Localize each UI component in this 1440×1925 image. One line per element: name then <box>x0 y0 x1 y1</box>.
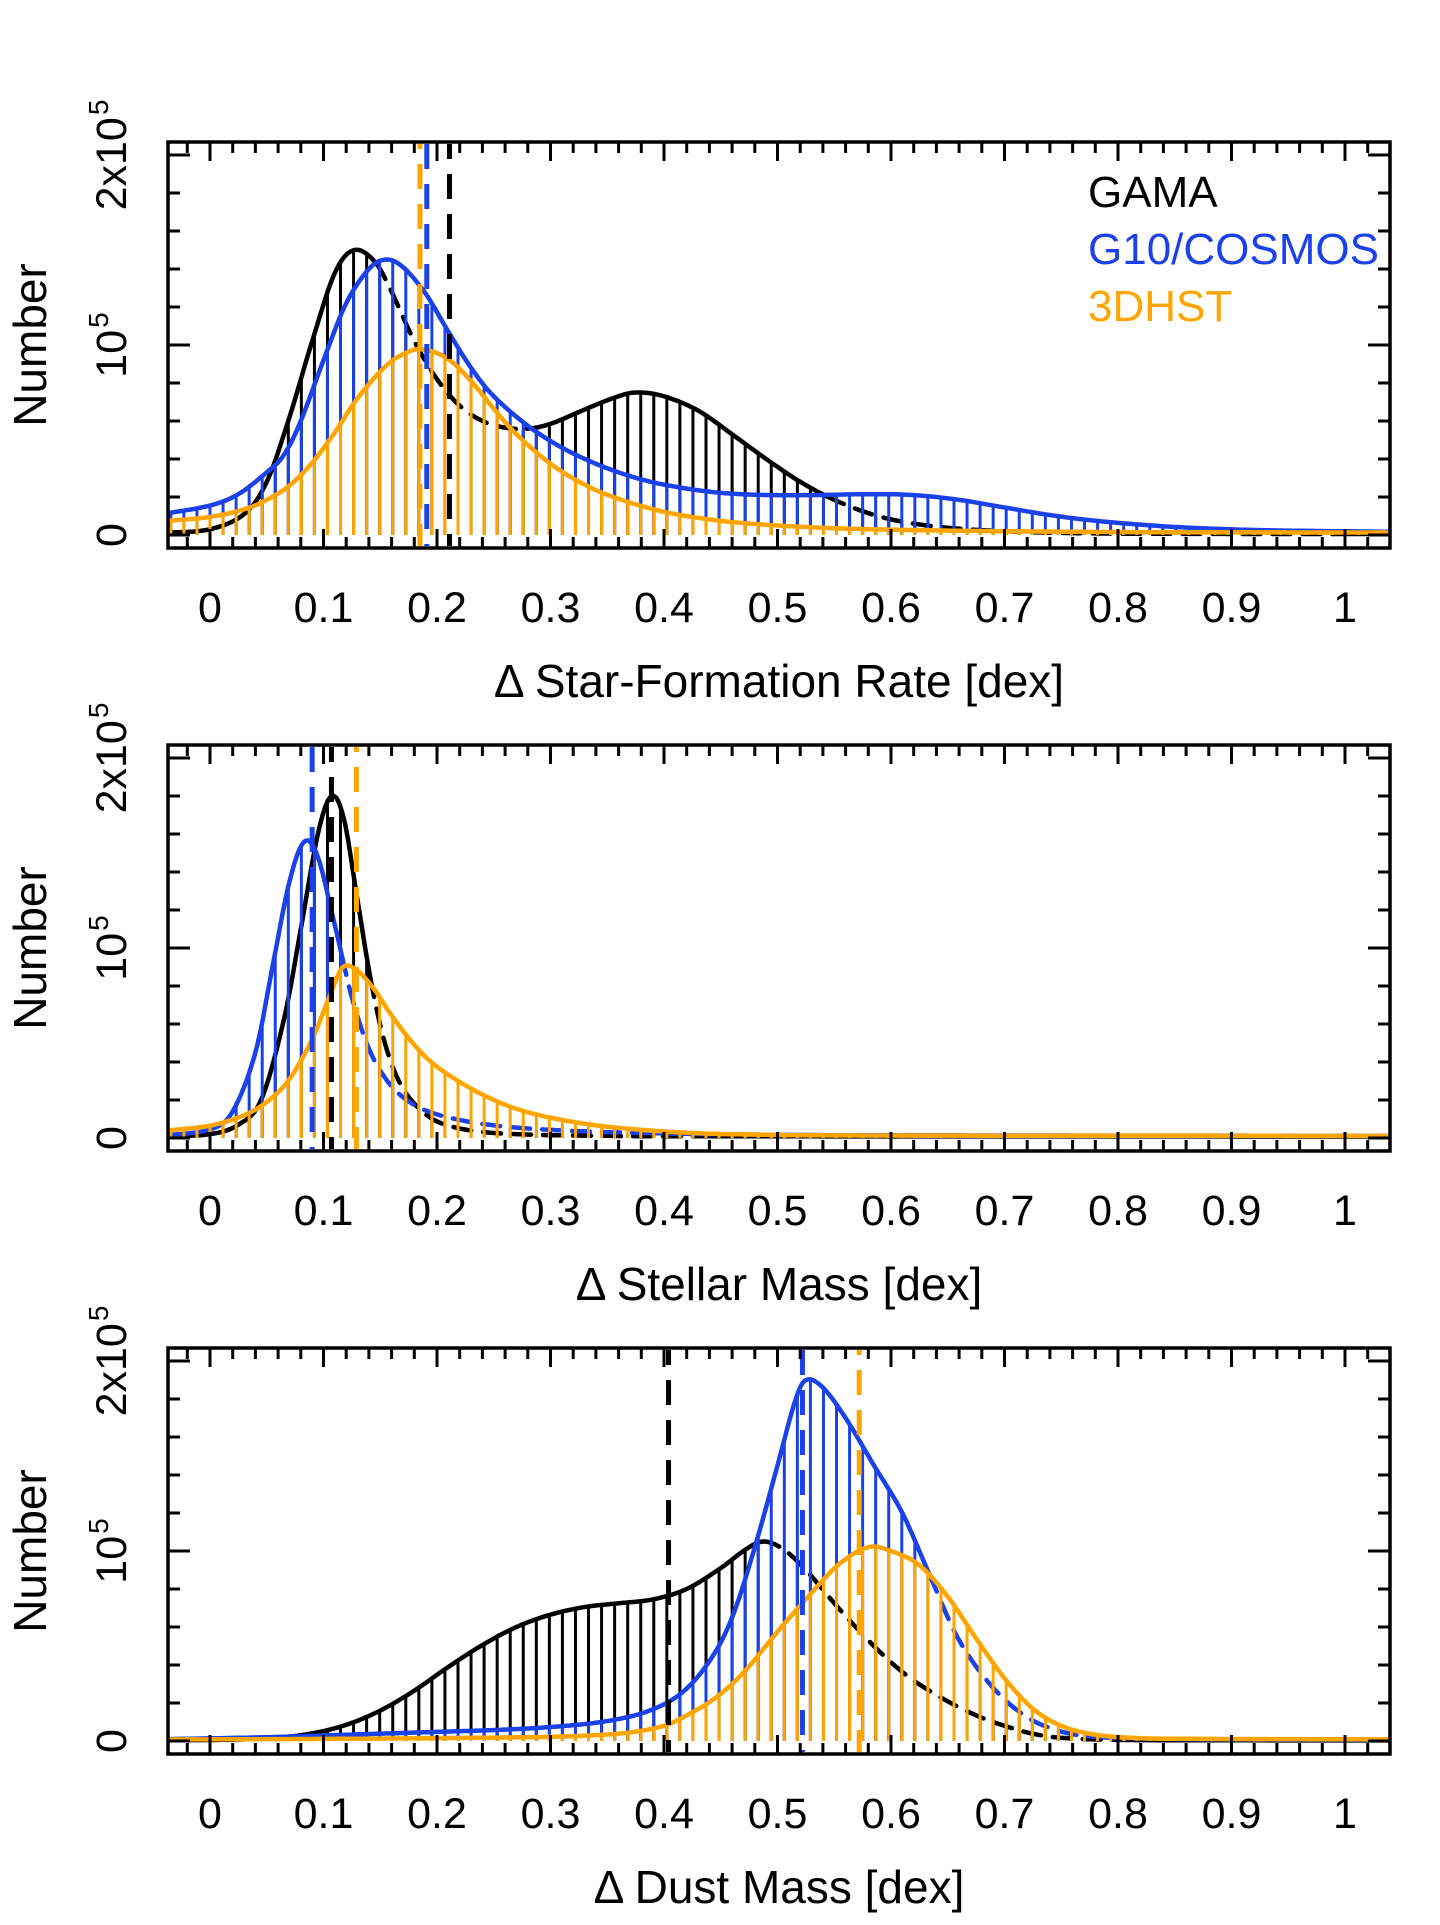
x-tick-label: 0.4 <box>634 1790 694 1838</box>
x-tick-label: 1 <box>1333 1187 1357 1235</box>
x-tick-label: 0.7 <box>975 1790 1035 1838</box>
x-tick-label: 0.7 <box>975 1187 1035 1235</box>
x-tick-label: 0.6 <box>861 1790 921 1838</box>
x-axis-title-panel2: Δ Stellar Mass [dex] <box>576 1258 983 1310</box>
y-axis-title-panel3: Number <box>4 1469 56 1633</box>
x-tick-label: 0.1 <box>294 1790 354 1838</box>
x-tick-label: 1 <box>1333 584 1357 632</box>
y-tick-label: 0 <box>88 1126 136 1150</box>
x-tick-label: 0.6 <box>861 584 921 632</box>
x-axis-title-panel3: Δ Dust Mass [dex] <box>594 1861 965 1913</box>
x-tick-label: 0.1 <box>294 1187 354 1235</box>
x-tick-label: 0.5 <box>748 584 808 632</box>
y-axis-title-panel2: Number <box>4 866 56 1030</box>
x-tick-label: 0.7 <box>975 584 1035 632</box>
x-tick-label: 0.5 <box>748 1790 808 1838</box>
legend-label-3dhst: 3DHST <box>1088 282 1232 331</box>
x-tick-label: 0 <box>198 1790 222 1838</box>
legend-label-g10cosmos: G10/COSMOS <box>1088 225 1379 274</box>
x-tick-label: 0.6 <box>861 1187 921 1235</box>
x-tick-label: 0.3 <box>521 1790 581 1838</box>
x-tick-label: 0.9 <box>1202 1187 1262 1235</box>
y-tick-label: 0 <box>88 523 136 547</box>
x-tick-label: 0.4 <box>634 1187 694 1235</box>
x-tick-label: 0.2 <box>407 1790 467 1838</box>
x-tick-label: 0.4 <box>634 584 694 632</box>
x-tick-label: 0.8 <box>1088 1790 1148 1838</box>
x-tick-label: 0.2 <box>407 1187 467 1235</box>
x-tick-label: 1 <box>1333 1790 1357 1838</box>
x-tick-label: 0.2 <box>407 584 467 632</box>
legend-label-gama: GAMA <box>1088 168 1218 217</box>
x-tick-label: 0 <box>198 1187 222 1235</box>
x-tick-label: 0.5 <box>748 1187 808 1235</box>
x-tick-label: 0.3 <box>521 1187 581 1235</box>
x-tick-label: 0.3 <box>521 584 581 632</box>
y-tick-label: 0 <box>88 1729 136 1753</box>
y-axis-title-panel1: Number <box>4 263 56 427</box>
x-tick-label: 0.9 <box>1202 1790 1262 1838</box>
x-tick-label: 0.8 <box>1088 1187 1148 1235</box>
x-tick-label: 0.8 <box>1088 584 1148 632</box>
x-tick-label: 0 <box>198 584 222 632</box>
x-tick-label: 0.9 <box>1202 584 1262 632</box>
x-axis-title-panel1: Δ Star-Formation Rate [dex] <box>494 655 1064 707</box>
x-tick-label: 0.1 <box>294 584 354 632</box>
